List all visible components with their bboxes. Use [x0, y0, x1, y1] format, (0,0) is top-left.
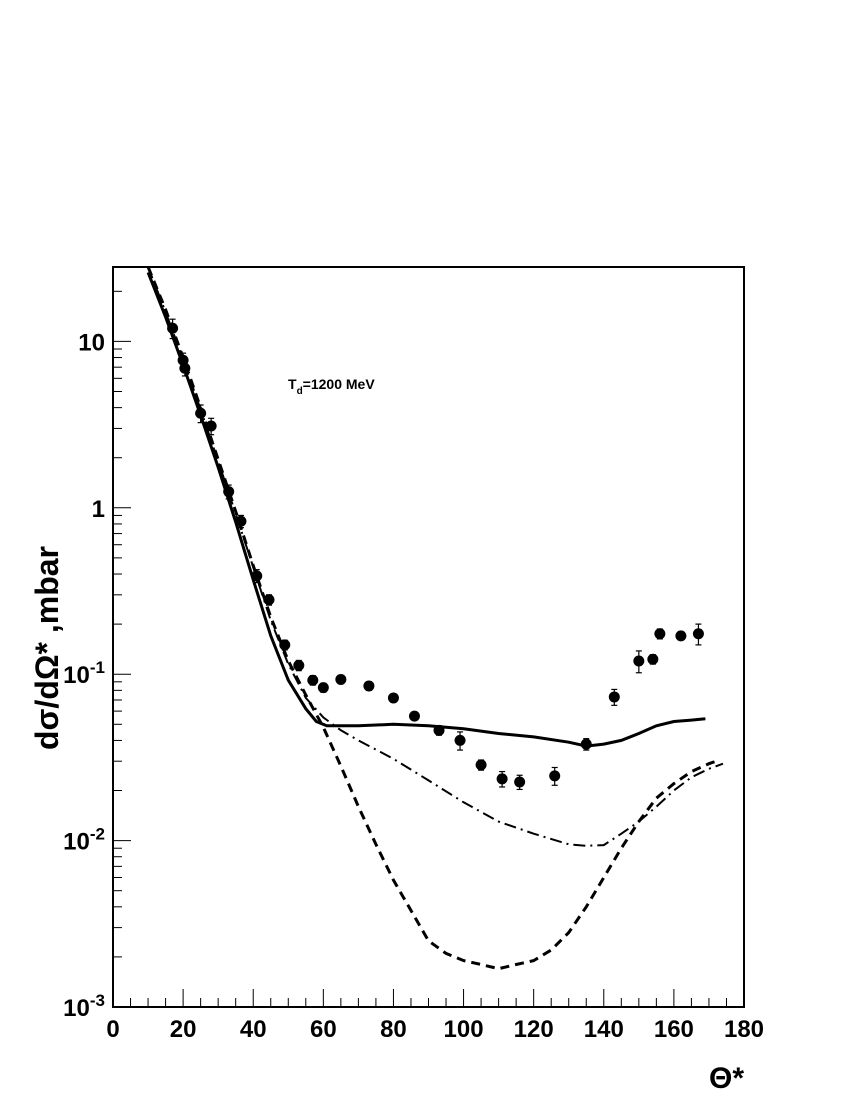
x-tick-label: 180 — [724, 1016, 764, 1043]
y-tick-label: 10-2 — [63, 825, 105, 856]
plot-frame — [112, 266, 745, 1008]
data-marker — [223, 486, 235, 498]
annotation-rest: =1200 MeV — [303, 376, 376, 392]
data-point — [363, 680, 375, 692]
y-tick-label: 10 — [78, 329, 105, 356]
data-marker — [633, 655, 645, 667]
x-tick-label: 120 — [514, 1016, 554, 1043]
data-point — [692, 623, 704, 646]
data-point — [251, 569, 263, 584]
data-point — [263, 594, 275, 606]
data-marker — [647, 653, 659, 665]
data-point — [514, 774, 526, 791]
data-marker — [195, 407, 207, 419]
x-tick-label: 40 — [240, 1016, 267, 1043]
data-marker — [307, 674, 319, 686]
series-dashdot-line — [147, 267, 724, 847]
data-marker — [179, 362, 191, 374]
series-dashed-line — [146, 267, 717, 971]
data-point — [654, 628, 666, 640]
data-point — [205, 417, 217, 436]
data-marker — [654, 628, 666, 640]
data-marker — [167, 322, 179, 334]
x-tick-label: 20 — [170, 1016, 197, 1043]
data-point — [433, 724, 445, 736]
data-point — [454, 731, 466, 751]
data-point — [307, 674, 319, 686]
annotation-sub: d — [297, 386, 303, 397]
x-tick-label: 100 — [444, 1016, 484, 1043]
y-tick-label: 10-3 — [63, 991, 105, 1022]
y-axis-title: dσ/dΩ* ,mbar — [29, 546, 65, 750]
x-tick-label: 0 — [106, 1016, 119, 1043]
data-point — [179, 360, 191, 377]
data-marker — [675, 630, 687, 642]
x-tick-label: 80 — [380, 1016, 407, 1043]
data-point — [647, 653, 659, 665]
data-point — [408, 710, 420, 722]
data-marker — [496, 773, 508, 785]
x-axis-title: Θ* — [709, 1062, 744, 1095]
data-point — [387, 692, 399, 704]
data-marker — [335, 673, 347, 685]
data-point — [549, 766, 561, 786]
data-point — [675, 630, 687, 642]
data-point — [475, 759, 487, 771]
data-point — [317, 682, 329, 694]
data-point — [496, 770, 508, 788]
data-marker — [433, 724, 445, 736]
x-tick-label: 160 — [654, 1016, 694, 1043]
data-marker — [475, 759, 487, 771]
data-marker — [549, 770, 561, 782]
data-marker — [235, 515, 247, 527]
annotation-main: T — [288, 376, 297, 392]
data-point — [633, 650, 645, 674]
data-marker — [454, 734, 466, 746]
data-marker — [263, 594, 275, 606]
y-tick-label: 10-1 — [63, 658, 105, 689]
data-marker — [408, 710, 420, 722]
data-marker — [608, 691, 620, 703]
y-tick-label: 1 — [92, 496, 105, 523]
x-tick-label: 140 — [584, 1016, 624, 1043]
data-point — [580, 738, 592, 751]
data-marker — [293, 659, 305, 671]
data-marker — [205, 420, 217, 432]
data-point — [608, 688, 620, 706]
data-marker — [580, 738, 592, 750]
data-marker — [317, 682, 329, 694]
series-solid-line — [146, 271, 706, 748]
data-marker — [363, 680, 375, 692]
annotation-text: Td=1200 MeV — [288, 376, 375, 397]
data-marker — [387, 692, 399, 704]
data-point — [279, 639, 291, 651]
x-tick-label: 60 — [310, 1016, 337, 1043]
data-marker — [514, 776, 526, 788]
data-point — [293, 659, 305, 672]
data-point — [235, 514, 247, 529]
data-marker — [279, 639, 291, 651]
data-point — [195, 404, 207, 424]
data-marker — [251, 570, 263, 582]
data-marker — [692, 628, 704, 640]
data-point — [167, 318, 179, 340]
data-point — [335, 673, 347, 685]
data-point — [223, 484, 235, 500]
